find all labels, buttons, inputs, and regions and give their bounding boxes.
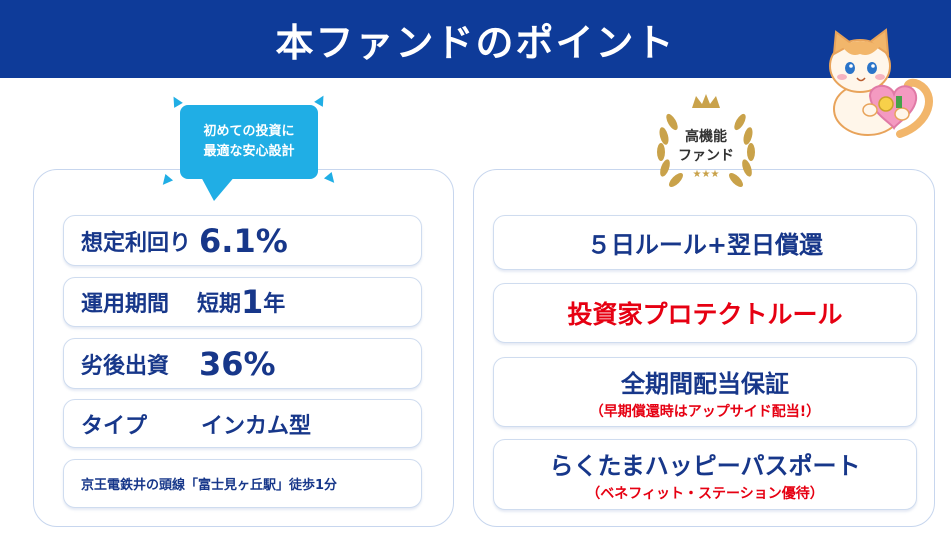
feature-dividend: 全期間配当保証 （早期償還時はアップサイド配当!） [493,357,917,427]
period-text-year: 年 [263,292,286,317]
feature-protect-rule: 投資家プロテクトルール [493,283,917,343]
page-title: 本ファンドのポイント [275,20,676,65]
dividend-subtext: （早期償還時はアップサイド配当!） [589,403,821,420]
subordinated-value: 36% [199,344,276,383]
page-header: 本ファンドのポイント [0,0,951,78]
feature-location: 京王電鉄井の頭線「富士見ヶ丘駅」徒歩1分 [63,459,422,508]
location-text: 京王電鉄井の頭線「富士見ヶ丘駅」徒歩1分 [81,478,338,493]
bubble-line-2: 最適な安心設計 [203,144,295,159]
feature-subordinated: 劣後出資 36% [63,338,422,389]
badge-line-1: 高機能 [685,129,727,145]
dividend-text: 全期間配当保証 [621,369,789,398]
yield-value: 6.1% [199,221,288,260]
subordinated-label: 劣後出資 [81,353,170,379]
intro-speech-bubble: 初めての投資に 最適な安心設計 [180,105,318,179]
feature-type: タイプ インカム型 [63,399,422,448]
period-text-short: 短期 [197,292,242,317]
protect-text: 投資家プロテクトルール [567,300,843,329]
badge-line-2: ファンド [678,148,734,164]
type-label: タイプ [81,413,148,439]
badge-label: 高機能 ファンド ★★★ [642,128,770,182]
period-label: 運用期間 [81,292,170,317]
type-value: インカム型 [201,413,312,439]
feature-passport: らくたまハッピーパスポート （ベネフィット・ステーション優待） [493,439,917,510]
yield-label: 想定利回り [81,230,192,256]
feature-period: 運用期間 短期 1 年 [63,277,422,327]
bubble-tail [200,175,236,201]
bubble-line-1: 初めての投資に [203,124,295,139]
rule5-text: ５日ルール+翌日償還 [586,231,824,259]
spark-icon [169,94,183,108]
spark-icon [314,93,328,107]
passport-text: らくたまハッピーパスポート [549,452,861,480]
badge-stars: ★★★ [692,169,720,180]
passport-subtext: （ベネフィット・ステーション優待） [586,486,824,502]
cat-mascot-illustration [829,28,933,138]
feature-yield: 想定利回り 6.1% [63,215,422,266]
laurel-badge-icon [657,94,755,187]
period-value: 1 [241,283,264,321]
feature-rule5: ５日ルール+翌日償還 [493,215,917,270]
